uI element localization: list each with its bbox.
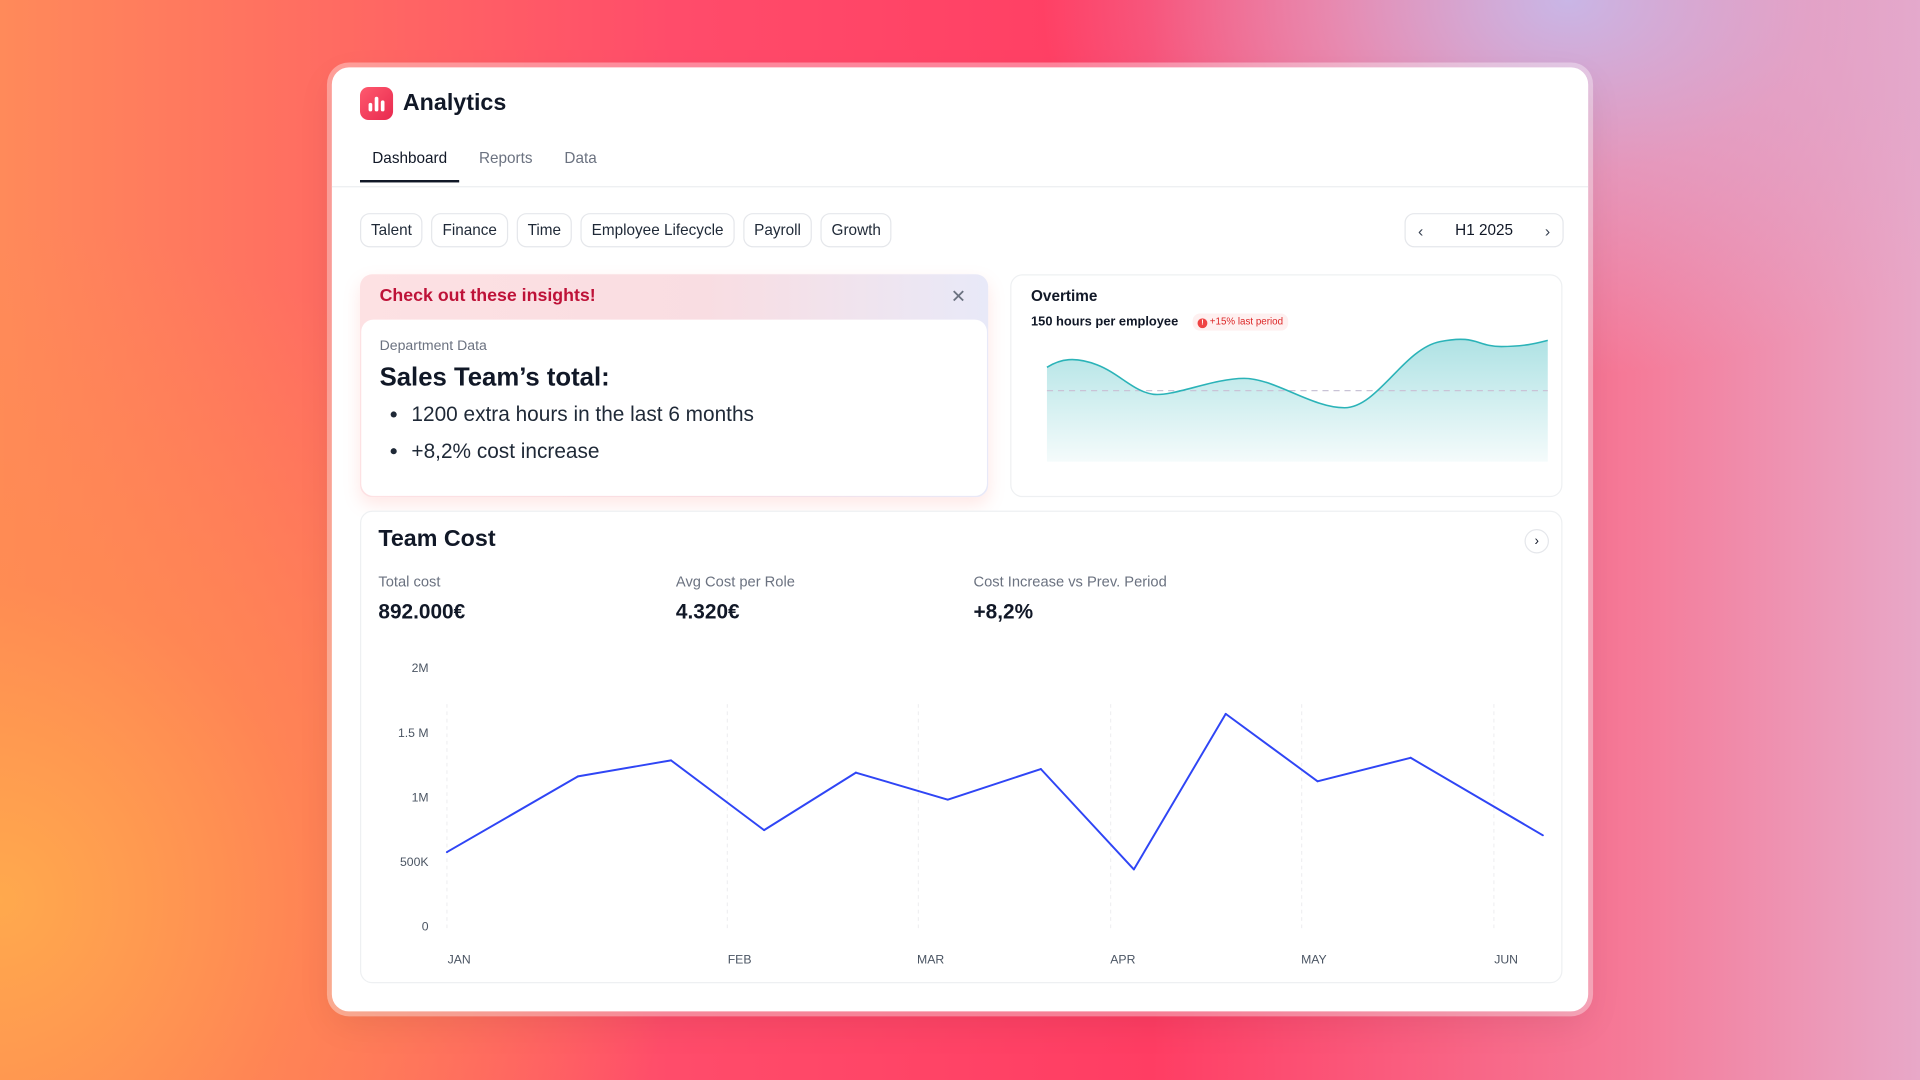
period-selector: ‹ H1 2025 ›	[1404, 213, 1564, 248]
analytics-window: Analytics Dashboard Reports Data Talent …	[331, 67, 1589, 1012]
kpi-value: 892.000€	[378, 600, 466, 624]
data-point	[1224, 712, 1227, 715]
filter-talent[interactable]: Talent	[360, 213, 423, 248]
kpi-value: +8,2%	[973, 600, 1034, 624]
overtime-title: Overtime	[1031, 287, 1098, 305]
data-point	[1316, 780, 1319, 783]
filter-time[interactable]: Time	[516, 213, 573, 248]
chevron-right-icon[interactable]: ›	[1524, 528, 1549, 554]
x-tick-label: JAN	[448, 953, 471, 967]
data-point	[1039, 768, 1042, 771]
insight-label: Department Data	[379, 339, 487, 354]
data-point	[670, 759, 673, 762]
team-cost-card: Team Cost › Total cost 892.000€ Avg Cost …	[360, 510, 1563, 984]
overtime-sparkline	[1046, 338, 1548, 462]
overtime-card: Overtime 150 hours per employee ! +15% la…	[1010, 274, 1563, 498]
overtime-area	[1046, 339, 1548, 462]
data-point	[1541, 834, 1544, 837]
kpi-cost-increase: Cost Increase vs Prev. Period +8,2%	[973, 573, 1166, 624]
chevron-left-icon[interactable]: ‹	[1417, 221, 1424, 240]
kpi-label: Avg Cost per Role	[675, 573, 795, 591]
app-title: Analytics	[402, 90, 507, 117]
data-point	[576, 775, 579, 778]
kpi-value: 4.320€	[675, 600, 740, 624]
data-point	[1132, 868, 1135, 871]
team-cost-title: Team Cost	[378, 526, 496, 553]
data-point	[1409, 756, 1412, 759]
team-cost-chart: JAN FEB MAR APR MAY JUN 2M 1.5 M 1M 500K 0	[398, 661, 1544, 967]
data-point	[946, 798, 949, 801]
y-tick-label: 1.5 M	[398, 726, 429, 740]
x-tick-label: FEB	[728, 953, 752, 967]
data-point	[763, 829, 766, 832]
tab-data[interactable]: Data	[564, 149, 597, 167]
y-tick-label: 2M	[412, 661, 429, 675]
tab-divider	[331, 186, 1589, 188]
overtime-badge-text: +15% last period	[1209, 315, 1284, 327]
kpi-avg-cost: Avg Cost per Role 4.320€	[676, 573, 795, 624]
data-point	[445, 851, 448, 854]
x-tick-label: JUN	[1494, 953, 1518, 967]
kpi-label: Total cost	[378, 573, 441, 591]
alert-icon: !	[1197, 318, 1208, 329]
close-icon[interactable]: ✕	[950, 286, 967, 308]
analytics-logo-icon	[360, 86, 394, 121]
tab-reports[interactable]: Reports	[478, 149, 533, 167]
tab-dashboard[interactable]: Dashboard	[360, 140, 460, 183]
filter-finance[interactable]: Finance	[431, 213, 508, 248]
cost-line	[446, 712, 1544, 871]
period-label: H1 2025	[1455, 221, 1514, 239]
insights-card: Check out these insights! ✕ Department D…	[360, 274, 989, 498]
insight-title: Sales Team’s total:	[379, 363, 610, 392]
filter-employee-lifecycle[interactable]: Employee Lifecycle	[580, 213, 735, 248]
y-tick-label: 0	[422, 920, 429, 934]
x-tick-label: MAY	[1301, 953, 1327, 967]
overtime-badge: ! +15% last period	[1192, 313, 1288, 331]
y-tick-label: 1M	[412, 790, 429, 804]
overtime-line	[1046, 338, 1548, 409]
chevron-right-icon[interactable]: ›	[1544, 221, 1551, 240]
filter-growth[interactable]: Growth	[820, 213, 892, 248]
x-tick-label: MAR	[917, 953, 944, 967]
overtime-subtitle: 150 hours per employee	[1031, 314, 1179, 330]
insights-heading: Check out these insights!	[379, 286, 596, 307]
insight-bullet: +8,2% cost increase	[411, 440, 968, 464]
kpi-total-cost: Total cost 892.000€	[378, 573, 465, 624]
y-tick-label: 500K	[400, 855, 429, 869]
insight-bullet: 1200 extra hours in the last 6 months	[411, 403, 968, 427]
filter-payroll[interactable]: Payroll	[743, 213, 812, 248]
data-point	[854, 771, 857, 774]
x-tick-label: APR	[1110, 953, 1135, 967]
kpi-label: Cost Increase vs Prev. Period	[973, 573, 1167, 591]
